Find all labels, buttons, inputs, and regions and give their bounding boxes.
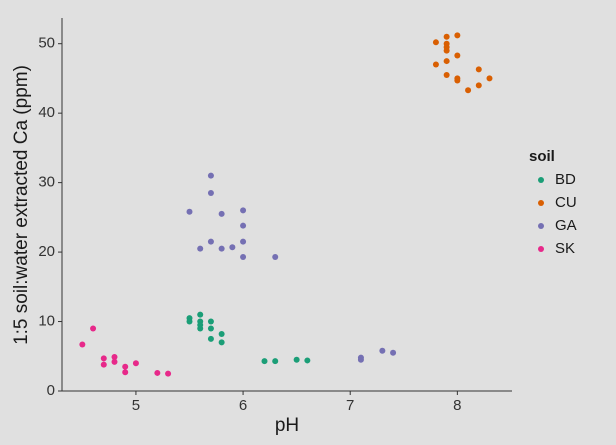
point (261, 358, 268, 365)
point (79, 341, 86, 348)
point (207, 318, 214, 325)
x-tick-label: 6 (239, 397, 247, 414)
point (475, 82, 482, 89)
x-tick-label: 8 (453, 397, 461, 414)
y-tick-label: 20 (38, 243, 55, 260)
x-axis-label: pH (275, 415, 299, 436)
legend-title: soil (529, 148, 555, 165)
point (165, 370, 172, 377)
point (100, 361, 107, 368)
y-tick-label: 40 (38, 104, 55, 121)
x-tick-label: 5 (132, 397, 140, 414)
point (272, 253, 279, 260)
point (443, 58, 450, 65)
point (454, 32, 461, 39)
point (486, 75, 493, 82)
y-tick-label: 10 (38, 313, 55, 330)
point (218, 245, 225, 252)
point (100, 355, 107, 362)
point (207, 172, 214, 179)
point (122, 363, 129, 370)
y-tick-label: 50 (38, 35, 55, 52)
x-tick-label: 7 (346, 397, 354, 414)
legend-marker (538, 200, 544, 206)
point (186, 208, 193, 215)
point (443, 47, 450, 54)
legend-label: SK (555, 240, 575, 257)
point (229, 244, 236, 251)
y-axis-label: 1:5 soil:water extracted Ca (ppm) (11, 65, 32, 345)
point (293, 356, 300, 363)
point (218, 339, 225, 346)
point (432, 61, 439, 68)
legend-label: GA (555, 217, 577, 234)
point (154, 369, 161, 376)
point (197, 325, 204, 332)
y-tick-label: 30 (38, 174, 55, 191)
point (240, 222, 247, 229)
point (240, 253, 247, 260)
point (357, 356, 364, 363)
point (443, 33, 450, 40)
legend-marker (538, 223, 544, 229)
legend-marker (538, 177, 544, 183)
point (197, 311, 204, 318)
point (443, 71, 450, 78)
point (475, 66, 482, 73)
point (432, 39, 439, 46)
point (454, 52, 461, 59)
point (240, 238, 247, 245)
point (240, 207, 247, 214)
point (304, 357, 311, 364)
legend-marker (538, 246, 544, 252)
point (207, 335, 214, 342)
point (207, 190, 214, 197)
point (272, 358, 279, 365)
point (132, 360, 139, 367)
point (390, 349, 397, 356)
point (218, 210, 225, 217)
point (111, 353, 118, 360)
point (90, 325, 97, 332)
point (454, 77, 461, 84)
point (465, 87, 472, 94)
point (186, 318, 193, 325)
point (218, 331, 225, 338)
point (207, 238, 214, 245)
point (122, 369, 129, 376)
point (207, 325, 214, 332)
y-tick-label: 0 (47, 382, 55, 399)
point (197, 245, 204, 252)
point (379, 347, 386, 354)
point (111, 358, 118, 365)
legend-label: CU (555, 194, 577, 211)
legend-label: BD (555, 171, 576, 188)
